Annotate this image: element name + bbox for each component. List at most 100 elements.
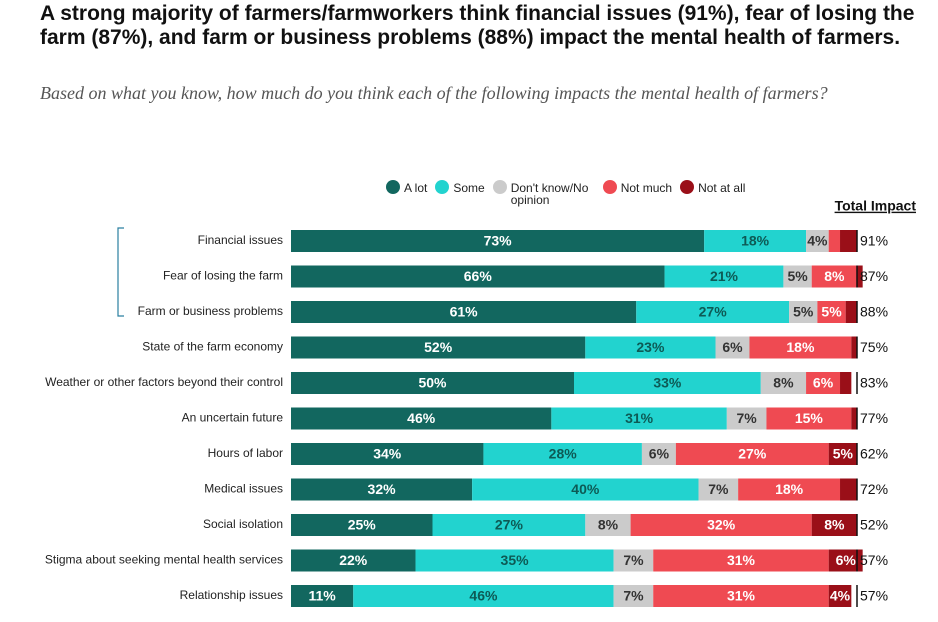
legend-swatch	[680, 180, 695, 194]
bar-segment	[760, 372, 807, 394]
data-label: 32%	[707, 517, 736, 533]
y-tick-label: Stigma about seeking mental health servi…	[45, 553, 283, 567]
data-label: 8%	[773, 375, 794, 391]
legend-item: A lot	[386, 180, 427, 206]
bar-segment	[291, 265, 665, 288]
data-label: 40%	[571, 481, 600, 497]
legend: A lot Some Don't know/No opinion Not much No…	[386, 180, 745, 206]
total-label: 52%	[860, 517, 888, 533]
bar-segment	[828, 585, 852, 607]
data-label: 8%	[598, 517, 619, 533]
bar-segment	[806, 372, 841, 394]
bar-segment	[291, 336, 586, 359]
bar-segment	[806, 230, 829, 252]
bar-segment	[291, 549, 416, 572]
data-label: 15%	[795, 410, 824, 426]
data-label: 32%	[368, 481, 397, 497]
bar-segment	[766, 407, 852, 430]
bar-segment	[291, 478, 473, 501]
bar-segment	[291, 443, 484, 465]
bar-segment	[291, 407, 552, 430]
data-label: 27%	[738, 446, 767, 462]
legend-item: Some	[435, 180, 485, 206]
data-label: 27%	[699, 304, 728, 320]
bar-segment	[851, 407, 857, 430]
y-tick-label: Weather or other factors beyond their co…	[45, 375, 283, 389]
bar-segment	[811, 265, 857, 288]
data-label: 8%	[824, 268, 845, 284]
data-label: 6%	[836, 552, 857, 568]
legend-item: Not at all	[680, 180, 745, 206]
data-label: 22%	[339, 552, 368, 568]
bar-segment	[291, 301, 637, 323]
y-tick-label: Hours of labor	[208, 446, 283, 460]
data-label: 46%	[469, 588, 498, 604]
total-label: 87%	[860, 268, 888, 284]
data-label: 35%	[501, 552, 530, 568]
data-label: 66%	[464, 268, 493, 284]
y-tick-label: Medical issues	[204, 482, 283, 496]
legend-swatch	[386, 180, 400, 194]
bar-segment	[828, 443, 857, 465]
total-header: Total Impact	[835, 198, 917, 214]
bar-segment	[828, 549, 863, 572]
total-label: 91%	[860, 233, 888, 249]
bar-segment	[828, 230, 841, 252]
data-label: 5%	[833, 446, 854, 462]
data-label: 7%	[623, 588, 644, 604]
bar-segment	[851, 336, 857, 359]
data-label: 34%	[373, 446, 402, 462]
bar-segment	[840, 478, 857, 501]
total-label: 57%	[860, 552, 888, 568]
bar-segment	[845, 301, 857, 323]
y-tick-label: Financial issues	[198, 233, 283, 247]
bar-segment	[675, 443, 829, 465]
legend-item: Don't know/No opinion	[492, 180, 595, 207]
bar-segment	[698, 478, 739, 501]
legend-label: Not at all	[698, 181, 746, 195]
bar-segment	[291, 585, 354, 607]
bar-segment	[483, 443, 642, 465]
bar-segment	[551, 407, 727, 430]
bar-segment	[415, 549, 614, 572]
chart-title: A strong majority of farmers/farmworkers…	[40, 2, 915, 49]
bar-segment	[636, 301, 790, 323]
data-label: 31%	[727, 552, 756, 568]
bar-segment	[817, 301, 846, 323]
bar-segment	[783, 265, 812, 288]
total-label: 83%	[860, 375, 888, 391]
bar-segment	[291, 514, 433, 536]
bar-segment	[653, 549, 829, 572]
y-tick-label: Social isolation	[203, 517, 283, 531]
legend-label: Don't know/No opinion	[510, 181, 589, 207]
data-label: 46%	[407, 410, 436, 426]
data-label: 11%	[309, 588, 337, 604]
legend-label: A lot	[404, 181, 428, 195]
bar-segment	[653, 585, 829, 607]
data-label: 25%	[348, 517, 377, 533]
bar-segment	[630, 514, 812, 536]
bar-segment	[789, 301, 818, 323]
data-label: 61%	[450, 304, 479, 320]
y-tick-label: Farm or business problems	[138, 304, 283, 318]
data-label: 4%	[807, 233, 828, 249]
chart-subtitle: Based on what you know, how much do you …	[40, 83, 828, 103]
data-label: 31%	[625, 410, 654, 426]
legend-label: Not much	[620, 181, 673, 195]
data-label: 5%	[821, 304, 842, 320]
data-label: 6%	[649, 446, 670, 462]
data-label: 6%	[722, 339, 743, 355]
total-label: 77%	[860, 410, 888, 426]
y-tick-label: Relationship issues	[180, 588, 283, 602]
data-label: 5%	[793, 304, 814, 320]
data-label: 18%	[741, 233, 770, 249]
bar-segment	[704, 230, 807, 252]
bar-segment	[749, 336, 852, 359]
bar-segment	[715, 336, 750, 359]
bar-segment	[811, 514, 857, 536]
bar-segment	[432, 514, 586, 536]
data-label: 18%	[775, 481, 804, 497]
data-label: 8%	[824, 517, 845, 533]
